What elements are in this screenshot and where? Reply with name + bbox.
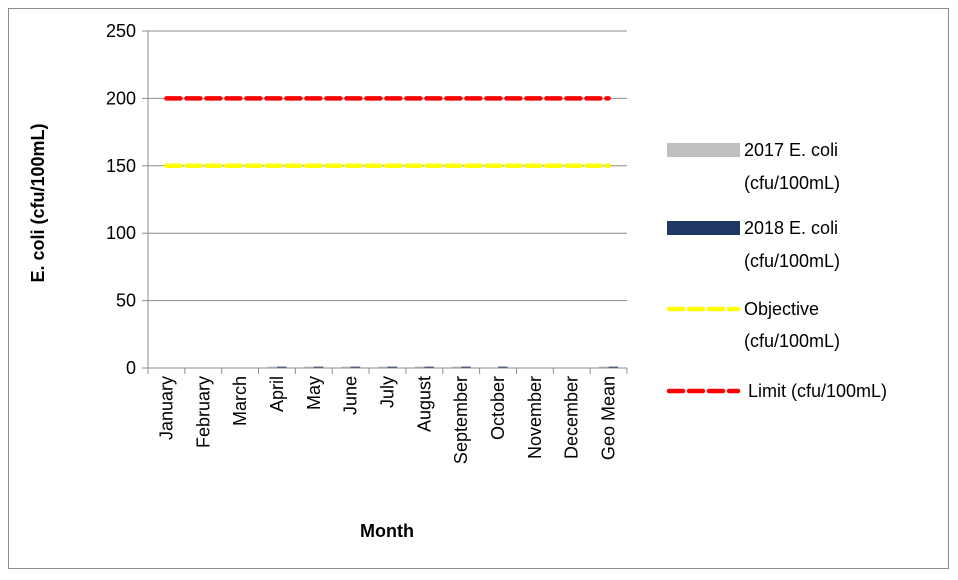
bar-2017 (598, 366, 609, 368)
x-tick-label: January (156, 376, 176, 440)
y-tick-label: 100 (106, 223, 136, 243)
x-tick-label: May (304, 376, 324, 410)
axes: 0 50 100 150 200 250 January February March April… (106, 21, 628, 464)
bars (267, 366, 619, 368)
bar-2018 (424, 366, 434, 368)
bar-2017 (451, 366, 462, 368)
legend-label: 2018 E. coli (744, 218, 838, 238)
bar-2018 (276, 366, 287, 368)
x-tick-label: July (378, 376, 398, 408)
y-tick-label: 150 (106, 156, 136, 176)
y-axis-title: E. coli (cfu/100mL) (28, 123, 48, 282)
x-tick-label: November (525, 376, 545, 459)
y-tick-label: 200 (106, 88, 136, 108)
x-tick-label: September (451, 376, 471, 464)
bar-2017 (341, 366, 351, 368)
reference-lines (164, 96, 611, 169)
y-tick-label: 250 (106, 21, 136, 41)
x-tick-label: February (193, 376, 213, 448)
bar-2017 (414, 366, 425, 368)
legend-label: Limit (cfu/100mL) (748, 381, 887, 401)
x-tick-label: April (267, 376, 287, 412)
legend-label: Objective (744, 299, 819, 319)
bar-2017 (304, 366, 314, 368)
legend: 2017 E. coli (cfu/100mL) 2018 E. coli (cfu/… (666, 140, 887, 401)
x-tick-label: June (341, 376, 361, 415)
legend-label: (cfu/100mL) (744, 173, 840, 193)
bar-2017 (377, 366, 388, 368)
legend-label: (cfu/100mL) (744, 331, 840, 351)
bar-2018 (313, 366, 324, 368)
legend-swatch (667, 221, 740, 235)
x-tick-label: March (230, 376, 250, 426)
x-tick-label: August (414, 376, 434, 432)
chart-border (8, 8, 949, 569)
bar-2018 (498, 366, 508, 368)
x-axis-title: Month (360, 521, 414, 541)
bar-2018 (608, 366, 619, 368)
bar-2018 (387, 366, 398, 368)
bar-2017 (267, 366, 277, 368)
y-tick-label: 0 (126, 358, 136, 378)
legend-label: 2017 E. coli (744, 140, 838, 160)
x-tick-label: Geo Mean (599, 376, 619, 460)
y-tick-label: 50 (116, 291, 136, 311)
x-tick-label: December (562, 376, 582, 459)
bar-2018 (350, 366, 361, 368)
legend-swatch (667, 143, 740, 157)
legend-label: (cfu/100mL) (744, 251, 840, 271)
x-tick-label: October (488, 376, 508, 440)
bar-2018 (461, 366, 471, 368)
